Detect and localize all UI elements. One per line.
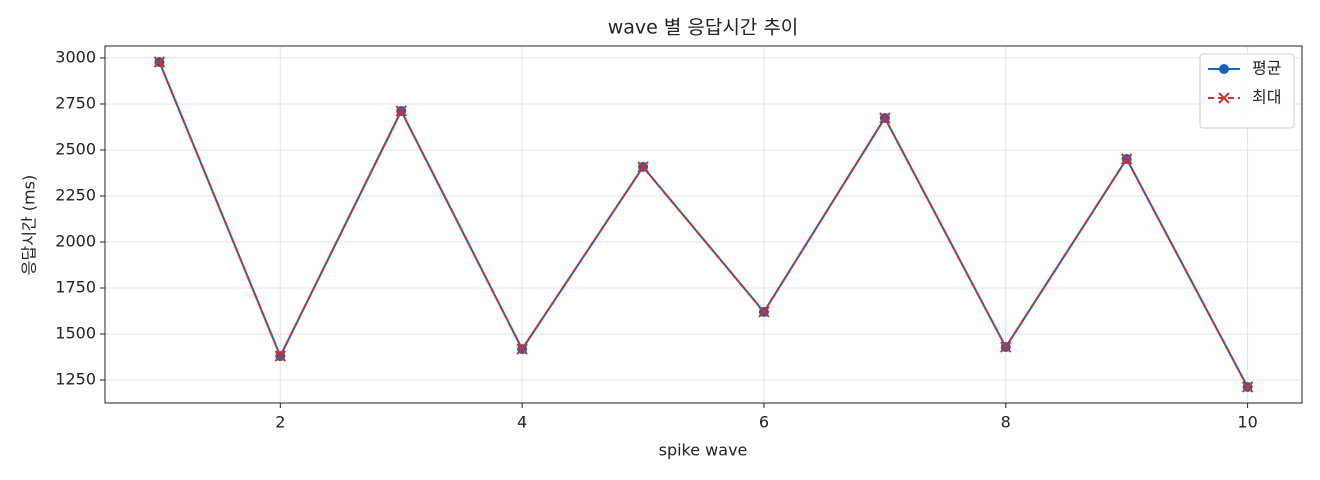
marker (1120, 153, 1133, 165)
series-line (158, 61, 1249, 388)
y-tick-label: 1750 (55, 277, 96, 296)
y-tick-label: 2000 (55, 231, 96, 250)
plot-frame (104, 45, 1303, 404)
y-tick-label: 3000 (55, 47, 96, 66)
y-tick-label: 1250 (55, 369, 96, 388)
marker (1000, 341, 1012, 353)
y-axis-label: 응답시간 (ms) (20, 175, 39, 275)
x-tick-label: 6 (759, 413, 769, 432)
series-line (158, 61, 1249, 388)
legend-label: 최대 (1252, 88, 1281, 107)
chart-title: wave 별 응답시간 추이 (608, 17, 799, 39)
x-tick-label: 4 (517, 413, 527, 432)
y-tick-label: 1500 (55, 323, 96, 342)
x-tick-label: 10 (1237, 413, 1257, 432)
marker (395, 105, 407, 117)
y-tick-label: 2250 (55, 185, 96, 204)
marker (1241, 381, 1254, 393)
marker (516, 343, 528, 355)
legend-marker (1218, 92, 1230, 104)
marker (758, 306, 770, 318)
legend-marker (1219, 64, 1229, 74)
marker (879, 112, 891, 124)
marker (274, 350, 287, 362)
legend-label: 평균 (1252, 59, 1281, 78)
x-tick-label: 2 (275, 413, 285, 432)
x-tick-label: 8 (1001, 413, 1011, 432)
y-tick-label: 2500 (55, 139, 96, 158)
marker (637, 161, 649, 173)
y-tick-label: 2750 (55, 93, 96, 112)
marker (153, 56, 166, 68)
x-axis-label: spike wave (659, 441, 748, 460)
